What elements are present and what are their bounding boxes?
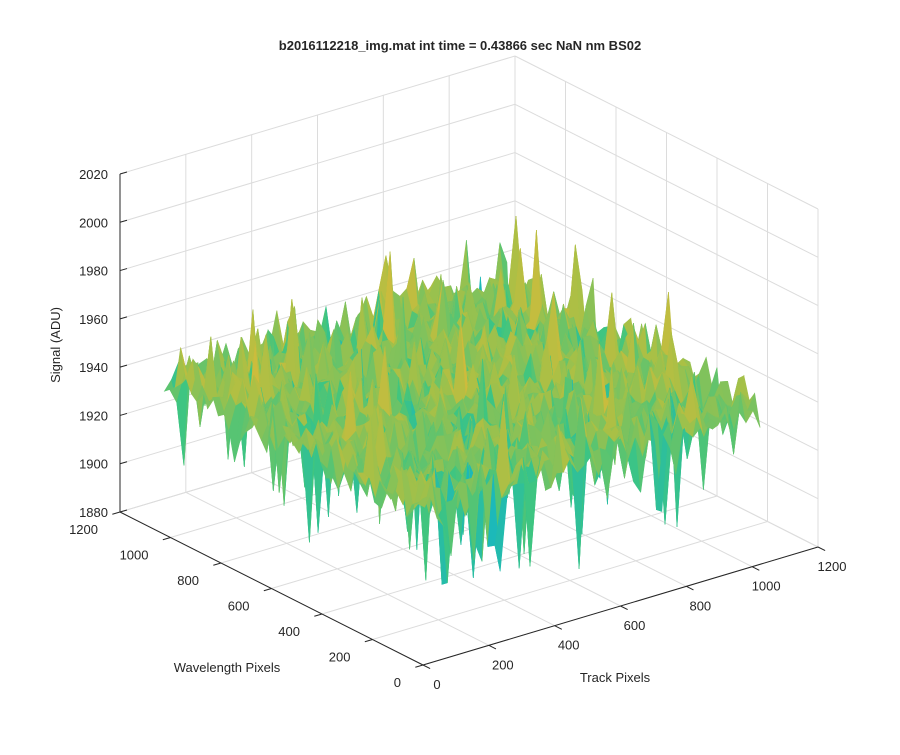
x-tick-label: 200 xyxy=(492,657,514,672)
z-tick-label: 1900 xyxy=(79,457,108,472)
grid-line xyxy=(514,200,819,355)
grid-line xyxy=(514,152,819,307)
y-axis-label: Wavelength Pixels xyxy=(174,660,281,675)
z-tick-mark xyxy=(119,171,128,175)
x-tick-mark xyxy=(422,664,431,670)
y-tick-mark xyxy=(112,511,121,515)
grid-line xyxy=(119,152,516,272)
y-tick-mark xyxy=(162,537,171,541)
z-tick-mark xyxy=(119,461,128,465)
y-tick-mark xyxy=(314,613,323,617)
x-tick-label: 600 xyxy=(624,618,646,633)
y-tick-label: 800 xyxy=(177,573,199,588)
z-tick-label: 1920 xyxy=(79,408,108,423)
z-tick-mark xyxy=(119,412,128,416)
z-tick-label: 2000 xyxy=(79,215,108,230)
y-tick-label: 1200 xyxy=(69,522,98,537)
y-tick-label: 0 xyxy=(394,675,401,690)
grid-line xyxy=(119,248,516,368)
z-tick-mark xyxy=(119,364,128,368)
y-tick-mark xyxy=(263,588,272,592)
y-tick-mark xyxy=(364,639,373,643)
tick-labels: 0 200 400 600 800 1000 1200 0 200 400 600 800 1000 12… xyxy=(69,167,846,692)
z-tick-label: 1880 xyxy=(79,505,108,520)
grid-line xyxy=(119,200,516,320)
z-tick-label: 1940 xyxy=(79,360,108,375)
y-tick-mark xyxy=(213,562,222,566)
x-tick-label: 400 xyxy=(558,638,580,653)
z-tick-mark xyxy=(119,509,128,513)
x-tick-mark xyxy=(751,566,760,571)
y-tick-label: 200 xyxy=(329,650,351,665)
x-tick-label: 1200 xyxy=(818,559,847,574)
surface-mesh xyxy=(163,216,761,585)
x-tick-mark xyxy=(817,546,826,552)
y-tick-label: 600 xyxy=(228,599,250,614)
x-axis-label: Track Pixels xyxy=(580,670,651,685)
chart-title: b2016112218_img.mat int time = 0.43866 s… xyxy=(279,38,641,53)
z-tick-mark xyxy=(119,268,128,272)
y-tick-mark xyxy=(415,664,424,668)
z-tick-label: 2020 xyxy=(79,167,108,182)
y-tick-label: 1000 xyxy=(120,548,149,563)
z-tick-label: 1980 xyxy=(79,264,108,279)
z-tick-label: 1960 xyxy=(79,312,108,327)
x-tick-mark xyxy=(686,585,694,591)
surface-patch xyxy=(747,392,761,428)
grid-line xyxy=(514,103,819,258)
x-tick-mark xyxy=(620,605,628,611)
z-tick-mark xyxy=(119,316,128,320)
x-tick-mark xyxy=(554,625,563,630)
x-tick-label: 800 xyxy=(689,598,711,613)
x-tick-label: 1000 xyxy=(752,579,781,594)
grid-line xyxy=(119,55,516,175)
y-tick-label: 400 xyxy=(278,624,300,639)
x-tick-label: 0 xyxy=(433,677,440,692)
grid-line xyxy=(514,55,819,210)
grid-line xyxy=(372,521,768,640)
z-axis-label: Signal (ADU) xyxy=(48,307,63,383)
grid-line xyxy=(119,103,516,223)
x-tick-mark xyxy=(488,644,497,650)
z-tick-mark xyxy=(119,219,128,223)
